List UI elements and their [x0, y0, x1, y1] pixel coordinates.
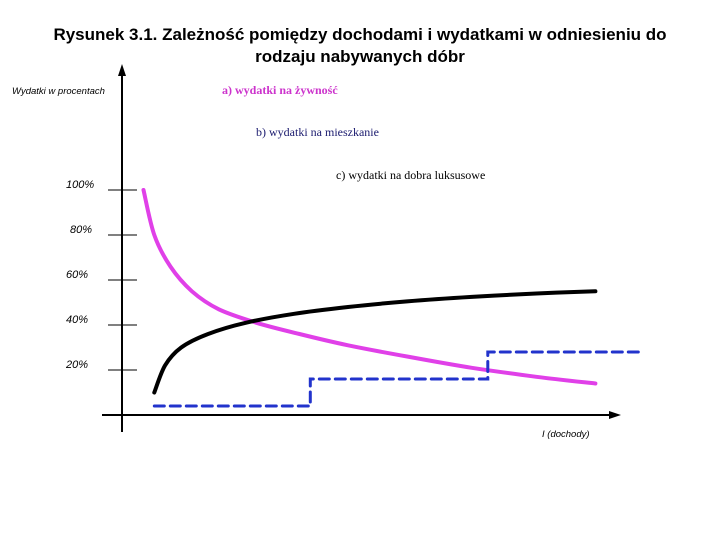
y-tick-label: 80% — [70, 224, 92, 236]
y-tick-label: 40% — [66, 314, 88, 326]
y-tick-label: 60% — [66, 269, 88, 281]
chart-axes — [102, 64, 621, 432]
x-axis-arrow — [609, 411, 621, 419]
legend: a) wydatki na żywność b) wydatki na mies… — [222, 83, 485, 182]
x-axis-label: I (dochody) — [542, 429, 590, 440]
chart-title-line2: rodzaju nabywanych dóbr — [255, 47, 465, 66]
legend-label-a: a) wydatki na żywność — [222, 83, 338, 97]
chart-title: Rysunek 3.1. Zależność pomiędzy dochodam… — [0, 24, 720, 68]
series-line-c — [152, 350, 640, 408]
series-line-b — [152, 289, 598, 395]
legend-label-b: b) wydatki na mieszkanie — [256, 125, 379, 139]
y-ticks: 100% 80% 60% 40% 20% — [65, 179, 137, 371]
series-line-a — [141, 188, 598, 386]
legend-label-c: c) wydatki na dobra luksusowe — [336, 168, 485, 182]
y-axis-arrow — [118, 64, 126, 76]
series-layer — [141, 188, 640, 408]
y-tick-label: 100% — [66, 179, 94, 191]
y-axis-label: Wydatki w procentach — [12, 86, 105, 97]
y-tick-label: 20% — [65, 359, 88, 371]
chart-title-line1: Rysunek 3.1. Zależność pomiędzy dochodam… — [53, 25, 667, 44]
